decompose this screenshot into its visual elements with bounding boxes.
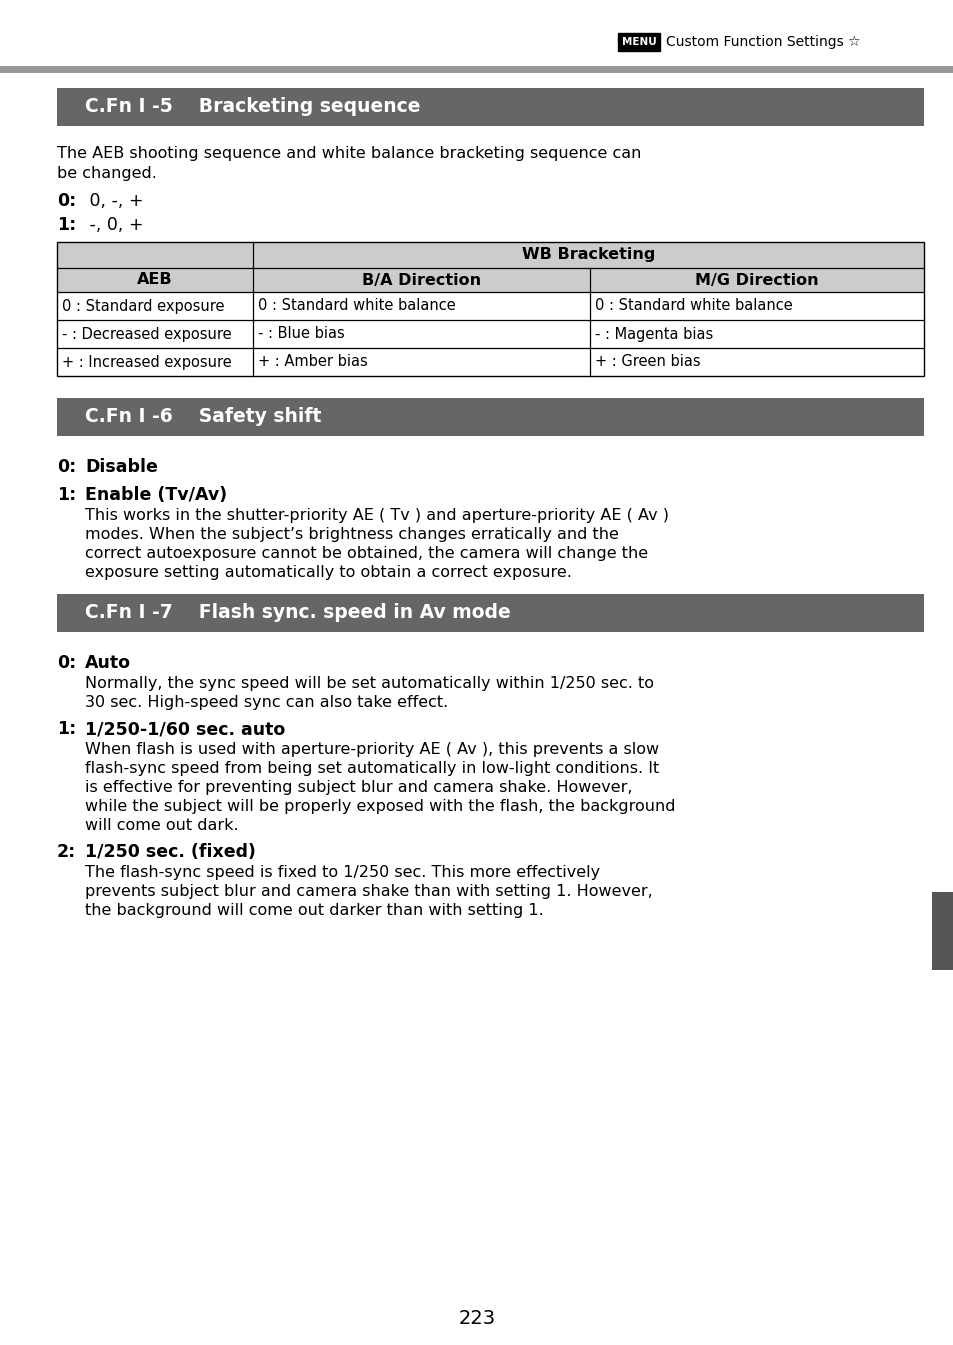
Text: will come out dark.: will come out dark. [85, 818, 238, 833]
Bar [57, 292, 923, 320]
Text: is effective for preventing subject blur and camera shake. However,: is effective for preventing subject blur… [85, 780, 632, 795]
Text: -, 0, +: -, 0, + [84, 217, 143, 234]
Text: 0 : Standard white balance: 0 : Standard white balance [257, 299, 456, 313]
Text: 1:: 1: [57, 720, 76, 738]
Text: When flash is used with aperture-priority AE ( Av ), this prevents a slow: When flash is used with aperture-priorit… [85, 742, 659, 757]
Text: Normally, the sync speed will be set automatically within 1/250 sec. to: Normally, the sync speed will be set aut… [85, 677, 654, 691]
Bar [57, 594, 923, 632]
Text: 1/250 sec. (fixed): 1/250 sec. (fixed) [85, 843, 255, 861]
Text: + : Green bias: + : Green bias [595, 355, 700, 370]
Text: 1:: 1: [57, 486, 76, 504]
Text: 0 : Standard exposure: 0 : Standard exposure [62, 299, 224, 313]
Bar [57, 320, 923, 348]
Text: + : Amber bias: + : Amber bias [257, 355, 367, 370]
Text: 1/250-1/60 sec. auto: 1/250-1/60 sec. auto [85, 720, 285, 738]
Bar [253, 268, 589, 292]
Text: MENU: MENU [621, 38, 656, 47]
Text: This works in the shutter-priority AE ( Tv ) and aperture-priority AE ( Av ): This works in the shutter-priority AE ( … [85, 508, 668, 523]
Text: 2:: 2: [57, 843, 76, 861]
Bar [57, 87, 923, 126]
Bar [931, 892, 953, 970]
Text: flash-sync speed from being set automatically in low-light conditions. It: flash-sync speed from being set automati… [85, 761, 659, 776]
Text: WB Bracketing: WB Bracketing [521, 247, 655, 262]
Text: The flash-sync speed is fixed to 1/250 sec. This more effectively: The flash-sync speed is fixed to 1/250 s… [85, 865, 599, 880]
Text: Enable (Tv/Av): Enable (Tv/Av) [85, 486, 227, 504]
Text: C.Fn I -7    Flash sync. speed in Av mode: C.Fn I -7 Flash sync. speed in Av mode [85, 604, 510, 623]
Text: C.Fn I -6    Safety shift: C.Fn I -6 Safety shift [85, 408, 321, 426]
Text: - : Blue bias: - : Blue bias [257, 327, 344, 342]
Bar [0, 66, 953, 73]
Bar [57, 242, 923, 377]
Bar [589, 268, 923, 292]
Text: - : Decreased exposure: - : Decreased exposure [62, 327, 232, 342]
Text: 30 sec. High-speed sync can also take effect.: 30 sec. High-speed sync can also take ef… [85, 695, 448, 710]
Text: M/G Direction: M/G Direction [695, 273, 818, 288]
Text: C.Fn I -5    Bracketing sequence: C.Fn I -5 Bracketing sequence [85, 97, 420, 117]
Text: Auto: Auto [85, 654, 131, 672]
Text: Custom Function Settings ☆: Custom Function Settings ☆ [665, 35, 860, 48]
Text: - : Magenta bias: - : Magenta bias [595, 327, 713, 342]
Text: modes. When the subject’s brightness changes erratically and the: modes. When the subject’s brightness cha… [85, 527, 618, 542]
Text: 223: 223 [458, 1309, 495, 1328]
Text: Disable: Disable [85, 459, 157, 476]
Text: be changed.: be changed. [57, 165, 156, 182]
Text: The AEB shooting sequence and white balance bracketing sequence can: The AEB shooting sequence and white bala… [57, 147, 640, 161]
Text: 0:: 0: [57, 654, 76, 672]
Bar [57, 242, 253, 292]
Bar [618, 34, 659, 51]
Bar [57, 398, 923, 436]
Text: 0:: 0: [57, 459, 76, 476]
Text: 0, -, +: 0, -, + [84, 192, 143, 210]
Text: 0:: 0: [57, 192, 76, 210]
Text: prevents subject blur and camera shake than with setting 1. However,: prevents subject blur and camera shake t… [85, 884, 652, 898]
Text: exposure setting automatically to obtain a correct exposure.: exposure setting automatically to obtain… [85, 565, 571, 580]
Text: + : Increased exposure: + : Increased exposure [62, 355, 232, 370]
Text: while the subject will be properly exposed with the flash, the background: while the subject will be properly expos… [85, 799, 675, 814]
Text: 1:: 1: [57, 217, 76, 234]
Text: B/A Direction: B/A Direction [361, 273, 480, 288]
Text: 0 : Standard white balance: 0 : Standard white balance [595, 299, 792, 313]
Bar [57, 348, 923, 377]
Text: AEB: AEB [137, 273, 172, 288]
Text: the background will come out darker than with setting 1.: the background will come out darker than… [85, 902, 543, 919]
Text: correct autoexposure cannot be obtained, the camera will change the: correct autoexposure cannot be obtained,… [85, 546, 647, 561]
Bar [253, 242, 923, 268]
